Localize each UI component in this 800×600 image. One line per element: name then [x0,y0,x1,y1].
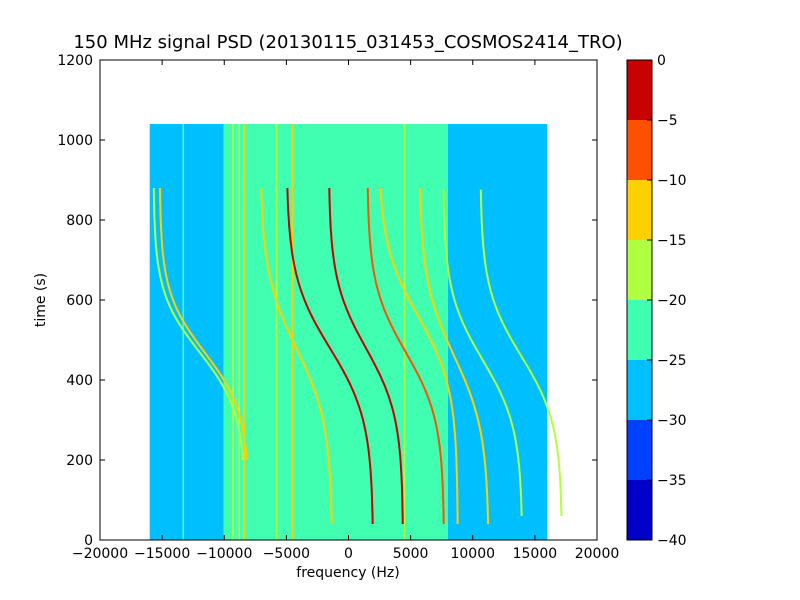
y-tick-label-1: 200 [66,453,93,469]
x-tick-label-6: 10000 [450,546,495,562]
y-tick-label-5: 1000 [57,133,93,149]
doppler-track-1 [286,187,374,525]
colorbar-segment-1 [627,420,652,480]
colorbar-tick-label-7: −5 [657,113,678,129]
heatmap-band-4 [447,124,548,540]
colorbar-segment-2 [627,360,652,420]
colorbar-segment-7 [627,60,652,120]
x-tick-label-7: 15000 [513,546,558,562]
x-tick-label-1: −15000 [134,546,190,562]
colorbar-segment-3 [627,300,652,360]
x-tick-label-0: −20000 [72,546,128,562]
doppler-track-8 [442,189,523,516]
y-tick-label-2: 400 [66,373,93,389]
colorbar: −40 −35 −30 −25 −20 −15 −10 −5 0 [626,53,687,549]
x-tick-label-8: 20000 [575,546,620,562]
heatmap-area [149,124,563,540]
doppler-track-6 [152,187,244,461]
colorbar-tick-label-5: −15 [657,233,687,249]
x-tick-label-3: −5000 [263,546,310,562]
colorbar-segment-6 [627,120,652,180]
heatmap-band-2 [236,124,436,540]
y-tick-label-6: 1200 [57,53,93,69]
colorbar-tick-label-3: −25 [657,353,687,369]
chart-title: 150 MHz signal PSD (20130115_031453_COSM… [73,32,622,53]
doppler-track-5 [419,187,490,525]
doppler-track-9 [479,189,563,517]
colorbar-segment-4 [627,240,652,300]
colorbar-segment-0 [627,480,652,540]
y-tick-label-0: 0 [84,533,93,549]
colorbar-tick-label-1: −35 [657,473,687,489]
doppler-track-0 [328,187,404,525]
doppler-track-4 [260,187,333,525]
y-tick-label-3: 600 [66,293,93,309]
colorbar-segment-5 [627,180,652,240]
colorbar-tick-label-0: −40 [657,533,687,549]
x-axis-label: frequency (Hz) [296,565,399,581]
x-tick-label-2: −10000 [196,546,252,562]
x-tick-label-5: 5000 [393,546,429,562]
colorbar-tick-label-8: 0 [657,53,666,69]
heatmap-band-0 [149,124,225,540]
doppler-track-3 [379,187,459,524]
colorbar-tick-label-6: −10 [657,173,687,189]
x-tick-label-4: 0 [344,546,353,562]
colorbar-tick-label-2: −30 [657,413,687,429]
doppler-track-2 [366,188,445,525]
y-tick-label-4: 800 [66,213,93,229]
y-axis: 0 200 400 600 800 1000 1200 [57,53,597,549]
y-axis-label: time (s) [33,273,49,327]
doppler-track-7 [159,187,248,461]
colorbar-tick-label-4: −20 [657,293,687,309]
x-axis: −20000 −15000 −10000 −5000 0 5000 10000 15000 20… [72,60,619,562]
